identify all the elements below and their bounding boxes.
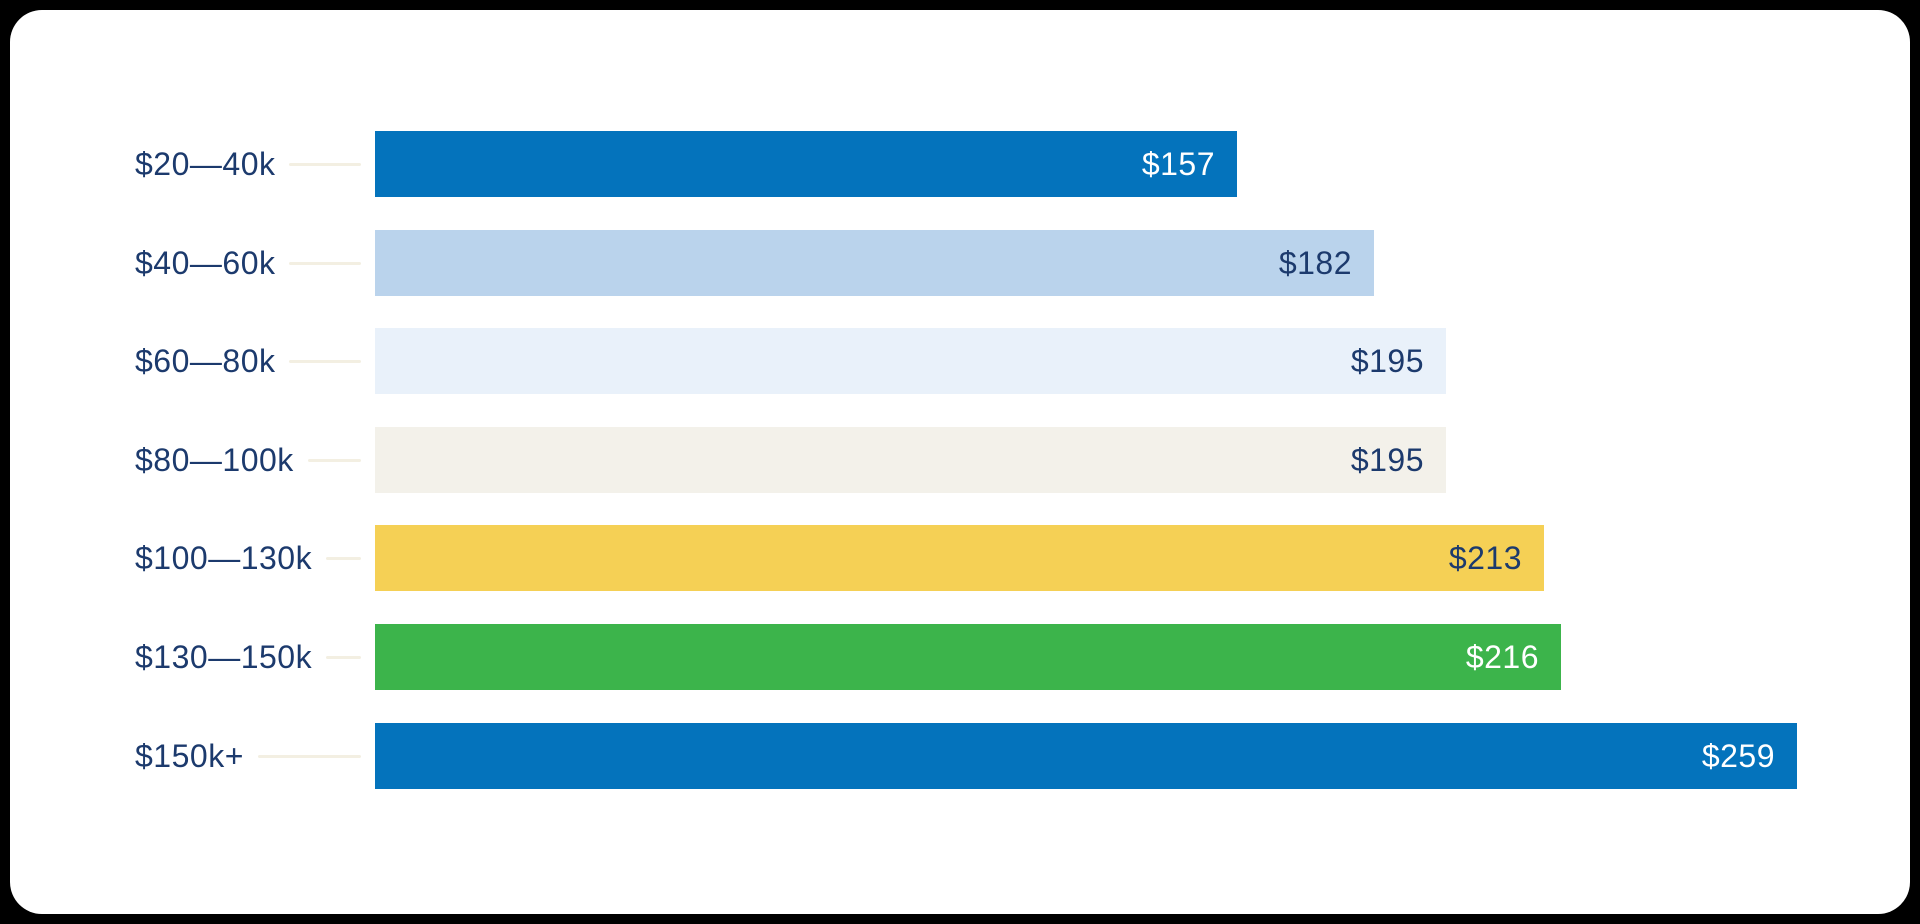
bar: $157 [375, 131, 1237, 197]
category-label: $80—100k [135, 442, 294, 478]
bar: $195 [375, 427, 1446, 493]
bar: $213 [375, 525, 1544, 591]
category-label-area: $130—150k [135, 641, 375, 673]
value-label: $195 [1350, 442, 1424, 478]
category-label-area: $150k+ [135, 740, 375, 772]
leader-line [307, 458, 361, 462]
category-label: $60—80k [135, 343, 276, 379]
bar: $216 [375, 624, 1561, 690]
category-label: $100—130k [135, 540, 313, 576]
chart-card: $20—40k $157 $40—60k $182 $60—80k $195 $80—100… [10, 10, 1910, 914]
bar: $182 [375, 230, 1374, 296]
bar: $259 [375, 723, 1797, 789]
leader-line [326, 655, 361, 659]
bar-row: $100—130k $213 [135, 525, 1544, 591]
value-label: $157 [1141, 146, 1215, 182]
category-label-area: $20—40k [135, 148, 375, 180]
bar-row: $60—80k $195 [135, 328, 1446, 394]
category-label-area: $100—130k [135, 542, 375, 574]
leader-line [257, 754, 361, 758]
leader-line [326, 556, 361, 560]
bar-row: $80—100k $195 [135, 427, 1446, 493]
value-label: $182 [1278, 245, 1352, 281]
category-label-area: $40—60k [135, 247, 375, 279]
category-label: $40—60k [135, 245, 276, 281]
category-label: $130—150k [135, 639, 313, 675]
category-label-area: $60—80k [135, 345, 375, 377]
bar-row: $150k+ $259 [135, 723, 1797, 789]
value-label: $216 [1465, 639, 1539, 675]
category-label: $150k+ [135, 738, 244, 774]
bar-row: $20—40k $157 [135, 131, 1237, 197]
leader-line [289, 359, 361, 363]
bar: $195 [375, 328, 1446, 394]
category-label: $20—40k [135, 146, 276, 182]
bar-row: $130—150k $216 [135, 624, 1561, 690]
value-label: $195 [1350, 343, 1424, 379]
value-label: $213 [1448, 540, 1522, 576]
bar-row: $40—60k $182 [135, 230, 1374, 296]
value-label: $259 [1701, 738, 1775, 774]
leader-line [289, 162, 361, 166]
leader-line [289, 261, 361, 265]
category-label-area: $80—100k [135, 444, 375, 476]
